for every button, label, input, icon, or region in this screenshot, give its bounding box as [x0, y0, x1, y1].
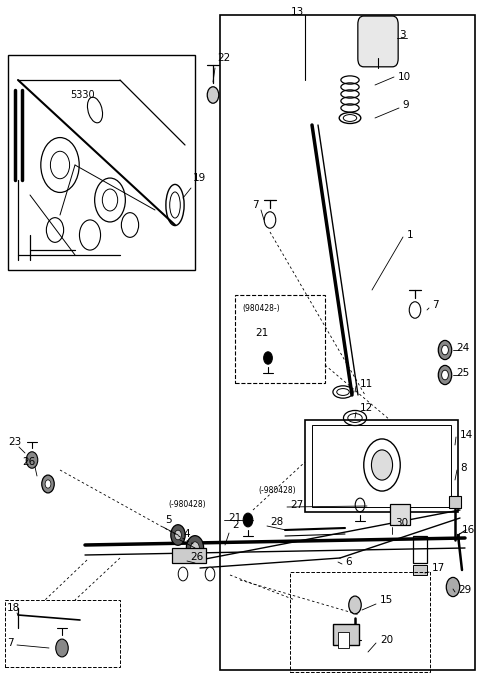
Bar [338, 632, 348, 648]
Text: 1: 1 [407, 230, 414, 240]
Text: 12: 12 [360, 403, 373, 413]
Text: (-980428): (-980428) [168, 501, 205, 510]
Bar [305, 420, 458, 512]
Bar [290, 572, 430, 672]
Circle shape [438, 340, 452, 359]
Text: 20: 20 [380, 635, 393, 645]
Text: 7: 7 [432, 300, 439, 310]
Circle shape [56, 639, 68, 657]
Text: 11: 11 [360, 379, 373, 389]
Text: 29: 29 [458, 585, 471, 595]
Bar [235, 295, 325, 383]
Bar [8, 55, 195, 270]
Text: 27: 27 [290, 500, 303, 510]
Text: 25: 25 [456, 368, 469, 378]
Text: 30: 30 [395, 518, 408, 528]
Text: 5330: 5330 [70, 90, 95, 100]
Circle shape [372, 450, 393, 480]
Bar [312, 425, 451, 506]
Text: 8: 8 [460, 463, 467, 473]
Circle shape [207, 86, 219, 103]
Text: 26: 26 [190, 552, 203, 562]
Text: 7: 7 [252, 200, 259, 210]
Bar [413, 536, 427, 563]
Bar [413, 565, 427, 575]
Bar [390, 504, 410, 525]
Text: 21: 21 [228, 513, 241, 523]
Circle shape [349, 596, 361, 614]
Text: 13: 13 [290, 7, 304, 17]
Circle shape [42, 475, 54, 493]
Text: 21: 21 [255, 328, 268, 338]
Circle shape [442, 345, 448, 355]
Text: 16: 16 [462, 525, 475, 535]
Bar [5, 600, 120, 667]
Circle shape [243, 513, 253, 527]
Circle shape [264, 352, 272, 364]
Text: (980428-): (980428-) [242, 303, 280, 313]
Bar [220, 15, 475, 670]
Text: 7: 7 [7, 638, 13, 648]
Circle shape [171, 525, 185, 545]
Text: 18: 18 [7, 603, 20, 613]
Text: 26: 26 [22, 457, 35, 467]
Text: 14: 14 [460, 430, 473, 440]
Circle shape [186, 536, 204, 560]
Text: 17: 17 [432, 563, 445, 573]
Text: 15: 15 [380, 595, 393, 605]
Circle shape [45, 480, 51, 488]
Text: 23: 23 [8, 437, 21, 447]
Circle shape [438, 366, 452, 385]
Circle shape [442, 370, 448, 380]
Text: 6: 6 [345, 557, 352, 567]
Text: (-980428): (-980428) [258, 486, 296, 495]
Bar [449, 496, 461, 508]
Bar [333, 624, 360, 645]
Circle shape [178, 567, 188, 581]
Circle shape [175, 530, 181, 540]
Text: 28: 28 [270, 517, 283, 527]
Text: 22: 22 [217, 53, 230, 63]
Text: 2: 2 [232, 520, 239, 530]
Circle shape [205, 567, 215, 581]
Text: 3: 3 [399, 30, 406, 40]
Text: 24: 24 [456, 343, 469, 353]
Text: 10: 10 [398, 72, 411, 82]
FancyBboxPatch shape [358, 16, 398, 67]
Circle shape [26, 452, 38, 469]
Text: 9: 9 [402, 100, 408, 110]
Text: 5: 5 [165, 515, 172, 525]
Text: 4: 4 [183, 529, 190, 539]
Bar [172, 548, 205, 563]
Circle shape [446, 578, 460, 597]
Text: 19: 19 [193, 173, 206, 183]
Circle shape [191, 542, 199, 554]
